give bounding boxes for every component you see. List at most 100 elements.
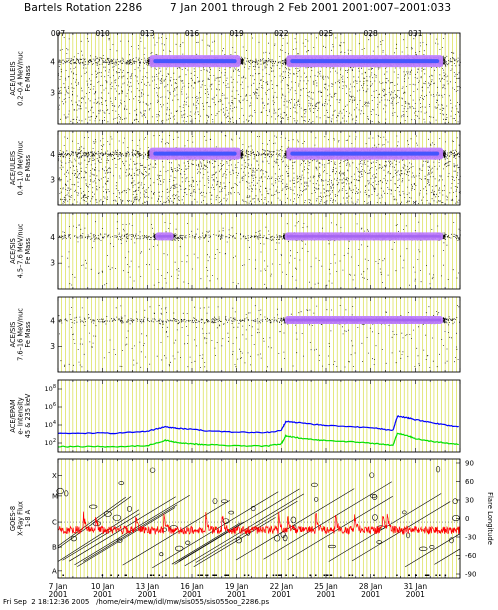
xtick-label: 7 Jan — [49, 582, 68, 591]
series-line-blue — [57, 415, 459, 435]
flare-tick — [348, 574, 351, 576]
core-band — [157, 235, 172, 238]
flare-marker — [369, 494, 377, 498]
xtick-year-label: 2001 — [138, 590, 157, 599]
flare-marker — [103, 510, 112, 517]
flare-tick — [314, 574, 317, 576]
flare-marker — [70, 535, 77, 542]
flare-track — [434, 548, 461, 565]
flare-tick — [408, 574, 410, 576]
panel-ylabel: ACE/EPAM e- Intensity 45 & 235 keV — [9, 393, 32, 438]
flare-marker — [369, 472, 375, 478]
ylabel-line: 0.2–0.4 MeV/nuc — [17, 51, 25, 106]
ytick-right-label: 60 — [465, 478, 474, 486]
scatter-panel-2: 4 3 ACE/ULEIS 0.4–1.0 MeV/nuc Fe Mass — [9, 135, 461, 204]
ylabel-line: Fe Mass — [24, 321, 32, 348]
ytick-label: 3 — [50, 342, 55, 351]
core-band — [290, 59, 440, 64]
flare-marker — [311, 482, 318, 487]
ytick-label: 102 — [45, 438, 56, 447]
ylabel-line: 7.6–16 MeV/nuc — [17, 308, 25, 361]
flare-marker — [159, 552, 164, 557]
flare-track — [62, 513, 140, 561]
flare-marker — [419, 546, 428, 552]
flare-marker — [429, 545, 435, 549]
ylabel-line: 0.4–1.0 MeV/nuc — [17, 140, 25, 195]
flare-track — [235, 488, 355, 561]
flare-tick — [326, 574, 329, 576]
panel-frame — [57, 458, 461, 579]
xtick-year-label: 2001 — [406, 590, 425, 599]
panel-frame — [57, 379, 461, 453]
flare-tick — [215, 574, 217, 576]
xtick-label: 16 Jan — [180, 582, 204, 591]
ytick-label: M — [52, 492, 58, 500]
ytick-label: 4 — [50, 317, 55, 326]
flare-marker — [452, 515, 460, 522]
panel-frame — [57, 212, 461, 290]
panel-frame — [57, 32, 461, 125]
flare-tick — [278, 574, 281, 576]
xtick-label: 22 Jan — [270, 582, 294, 591]
ytick-label: 4 — [50, 58, 55, 67]
flare-tick — [277, 574, 280, 576]
ytick-label: C — [52, 519, 57, 527]
ylabel-line: GOES-8 — [9, 506, 17, 531]
ytick-label: 4 — [50, 233, 55, 242]
flare-tick — [247, 574, 250, 576]
ylabel-line: 1-8 A — [24, 509, 32, 527]
scatter-panel-1: 4 3 ACE/ULEIS 0.2–0.4 MeV/nuc Fe Mass — [9, 37, 461, 123]
flare-marker — [228, 510, 235, 515]
ylabel-line: 45 & 235 keV — [24, 393, 32, 438]
flare-track — [193, 517, 276, 568]
xtick-year-label: 2001 — [227, 590, 246, 599]
xtick-label: 19 Jan — [225, 582, 249, 591]
xtick-label: 10 Jan — [91, 582, 115, 591]
xtick-label: 28 Jan — [359, 582, 383, 591]
flare-tick — [213, 574, 216, 576]
xtick-year-label: 2001 — [93, 590, 112, 599]
flare-track — [404, 533, 461, 568]
panel-ylabel: GOES-8 X-Ray Flux 1-8 A — [9, 501, 32, 536]
flare-tick — [158, 574, 161, 576]
ytick-label: B — [52, 544, 57, 552]
flare-tick — [361, 574, 364, 576]
core-band — [286, 318, 442, 322]
ytick-right-label: 30 — [465, 497, 474, 505]
xtick-year-label: 2001 — [48, 590, 67, 599]
flare-tick — [225, 574, 227, 576]
xtick-year-label: 2001 — [272, 590, 291, 599]
flare-marker — [274, 535, 281, 542]
ylabel-line: ACE/SIS — [9, 322, 17, 348]
xtick-year-label: 2001 — [361, 590, 380, 599]
flare-track — [83, 504, 178, 562]
flare-marker — [118, 481, 125, 485]
panel-frame — [57, 130, 461, 206]
flare-marker — [290, 516, 297, 524]
flare-tick — [197, 574, 200, 576]
xtick-label: 25 Jan — [314, 582, 338, 591]
ytick-label: 106 — [45, 402, 56, 411]
flare-marker — [452, 498, 458, 504]
ytick-label: 108 — [45, 384, 56, 393]
core-band — [286, 235, 442, 238]
flare-tick — [435, 574, 437, 576]
ylabel-line: ACE/SIS — [9, 238, 17, 264]
flare-tick — [206, 574, 209, 576]
flare-tick — [424, 574, 427, 576]
flare-marker — [212, 498, 218, 504]
ytick-right-label: -30 — [465, 534, 476, 542]
panel-ylabel: ACE/ULEIS 0.2–0.4 MeV/nuc Fe Mass — [9, 51, 32, 106]
flare-tick — [309, 574, 312, 576]
flare-track — [152, 491, 279, 569]
flare-tick — [438, 574, 441, 576]
ylabel-line: ACE/EPAM — [9, 399, 17, 433]
footer-timestamp: Fri Sep 2 18:12:36 2005 — [3, 598, 90, 606]
xtick-label: 13 Jan — [136, 582, 160, 591]
title-rotation: Bartels Rotation 2286 — [24, 2, 143, 14]
core-band — [290, 151, 440, 156]
flare-tick — [149, 574, 152, 576]
flare-tick — [125, 574, 127, 576]
flare-marker — [127, 506, 133, 512]
ylabel-line: e- Intensity — [17, 397, 25, 434]
